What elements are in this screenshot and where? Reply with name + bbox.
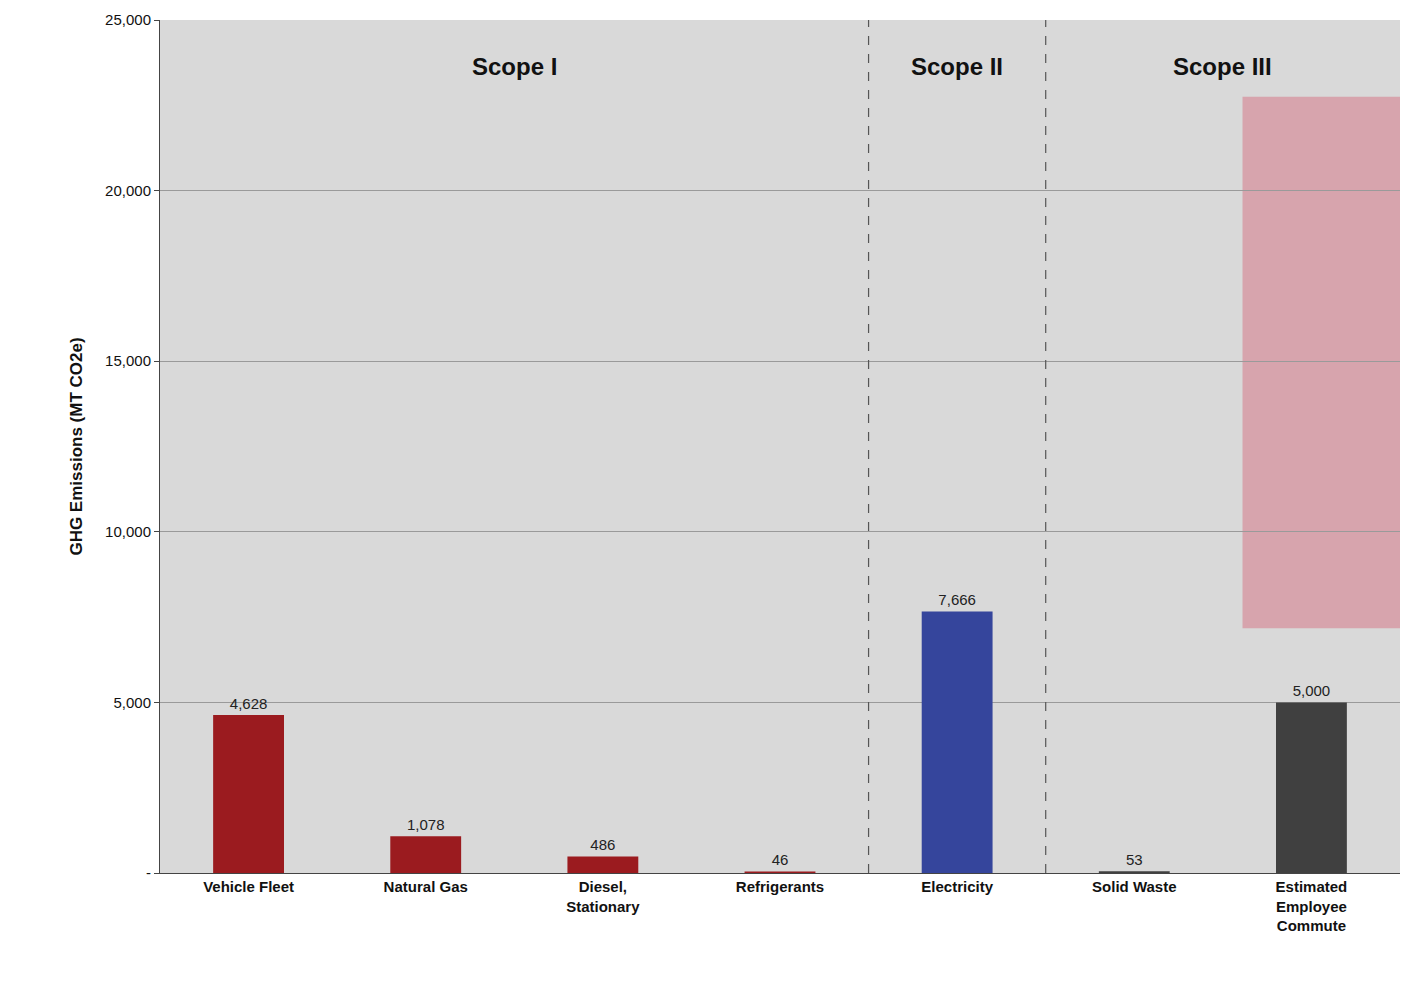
svg-text:53: 53 (1126, 851, 1143, 868)
svg-text:Refrigerants: Refrigerants (736, 878, 824, 895)
svg-text:5,000: 5,000 (1293, 682, 1331, 699)
svg-text:Electricity: Electricity (921, 878, 993, 895)
svg-text:-: - (146, 864, 151, 881)
svg-text:Solid Waste: Solid Waste (1092, 878, 1176, 895)
svg-text:15,000: 15,000 (105, 352, 151, 369)
svg-text:46: 46 (772, 851, 789, 868)
svg-text:4,628: 4,628 (230, 695, 268, 712)
svg-text:Diesel,Stationary: Diesel,Stationary (566, 878, 640, 915)
svg-text:Natural Gas: Natural Gas (384, 878, 468, 895)
svg-text:5,000: 5,000 (113, 694, 151, 711)
svg-text:10,000: 10,000 (105, 523, 151, 540)
svg-text:Scope I: Scope I (472, 53, 557, 80)
svg-text:Vehicle Fleet: Vehicle Fleet (203, 878, 294, 895)
svg-text:Scope II: Scope II (911, 53, 1003, 80)
svg-text:7,666: 7,666 (938, 591, 976, 608)
svg-text:EstimatedEmployeeCommute: EstimatedEmployeeCommute (1276, 878, 1348, 934)
svg-text:486: 486 (590, 836, 615, 853)
svg-text:25,000: 25,000 (105, 11, 151, 28)
svg-text:Scope III: Scope III (1173, 53, 1272, 80)
svg-text:20,000: 20,000 (105, 182, 151, 199)
svg-text:GHG Emissions (MT CO2e): GHG Emissions (MT CO2e) (67, 337, 86, 555)
svg-text:1,078: 1,078 (407, 816, 445, 833)
